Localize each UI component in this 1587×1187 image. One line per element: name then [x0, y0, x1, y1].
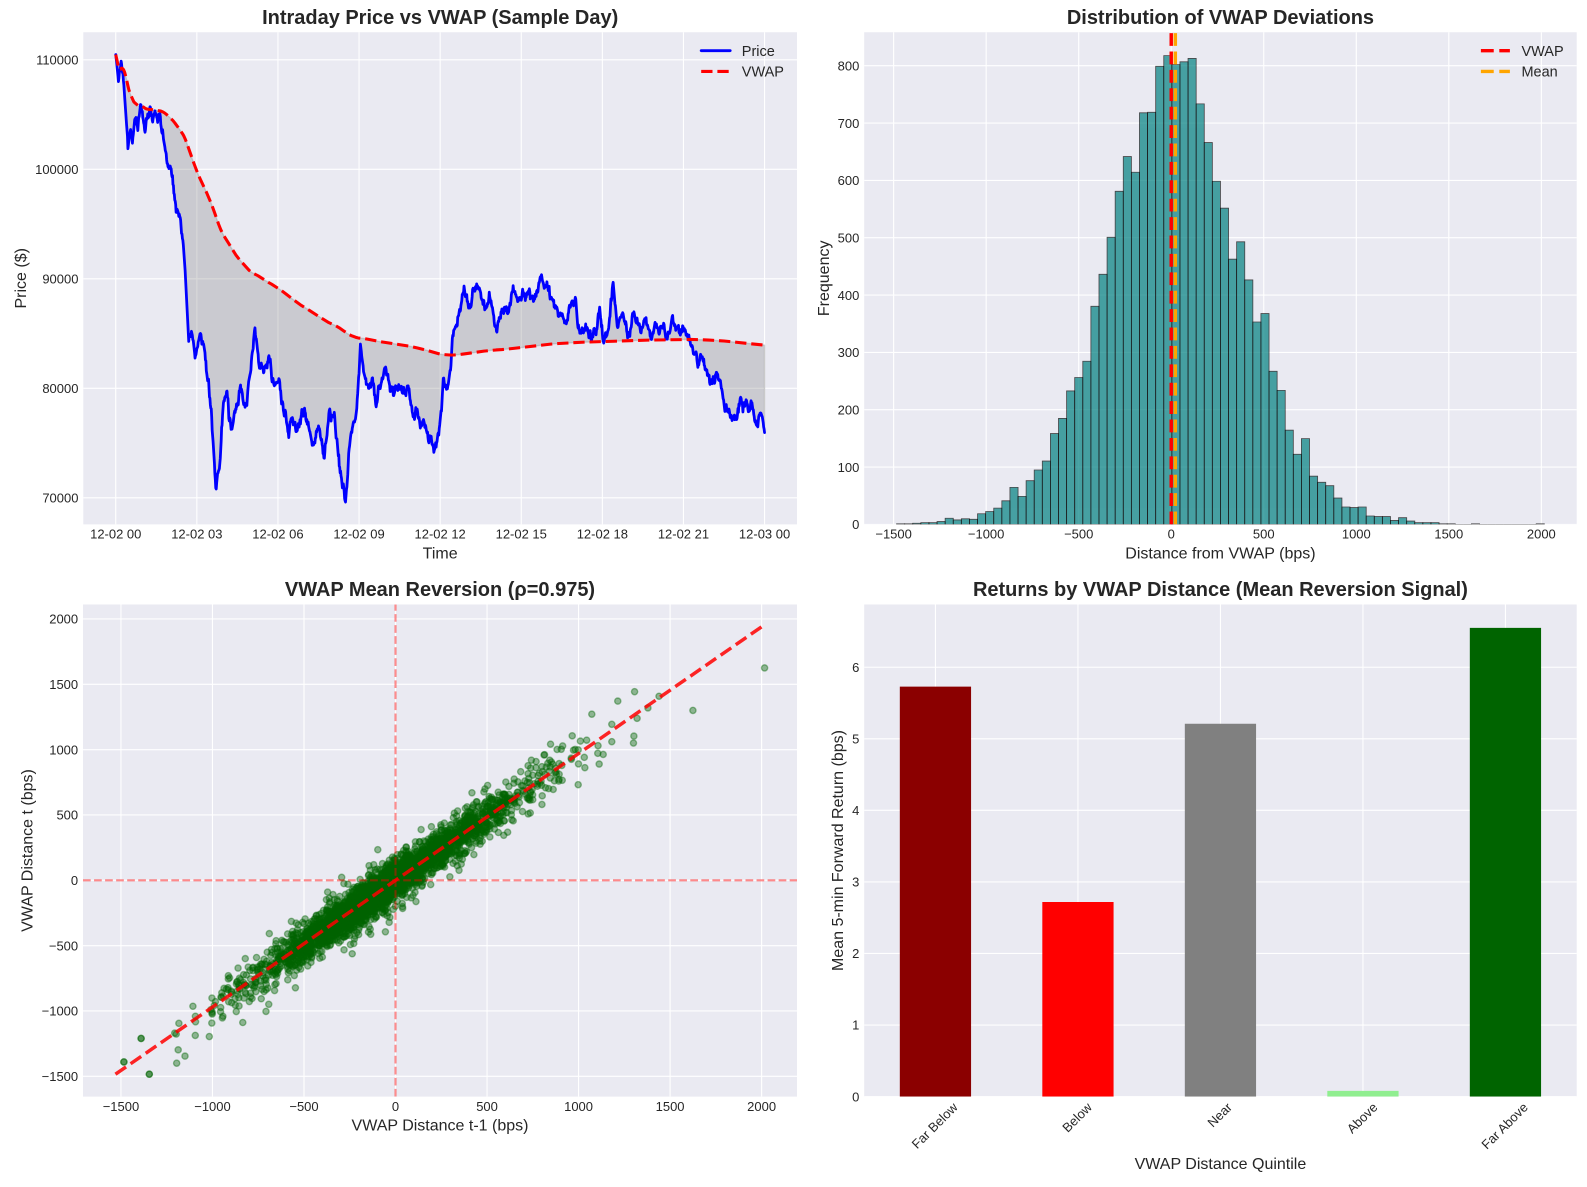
svg-text:−1000: −1000	[194, 1099, 230, 1114]
svg-text:500: 500	[1253, 527, 1275, 542]
svg-text:VWAP Distance t (bps): VWAP Distance t (bps)	[20, 769, 37, 932]
svg-text:5: 5	[852, 732, 859, 747]
svg-text:−500: −500	[49, 938, 78, 953]
svg-text:−500: −500	[1064, 527, 1093, 542]
svg-text:Price ($): Price ($)	[13, 248, 30, 308]
svg-text:4: 4	[852, 803, 859, 818]
svg-text:12-02 03: 12-02 03	[171, 527, 222, 542]
svg-text:2000: 2000	[747, 1099, 776, 1114]
svg-text:VWAP: VWAP	[742, 65, 784, 81]
svg-text:110000: 110000	[36, 53, 78, 68]
svg-text:90000: 90000	[42, 272, 78, 287]
svg-text:300: 300	[838, 345, 860, 360]
svg-text:0: 0	[1168, 527, 1175, 542]
svg-text:−500: −500	[289, 1099, 318, 1114]
svg-text:1000: 1000	[1342, 527, 1371, 542]
svg-text:0: 0	[852, 1089, 859, 1104]
svg-text:Mean: Mean	[1521, 65, 1557, 81]
svg-text:2000: 2000	[49, 612, 78, 627]
svg-text:500: 500	[56, 808, 78, 823]
svg-text:−1000: −1000	[968, 527, 1004, 542]
svg-text:Mean 5-min Forward Return (bps: Mean 5-min Forward Return (bps)	[830, 730, 847, 971]
svg-text:12-02 15: 12-02 15	[496, 527, 547, 542]
svg-text:12-02 21: 12-02 21	[658, 527, 709, 542]
svg-text:VWAP: VWAP	[1521, 44, 1563, 60]
svg-text:1: 1	[852, 1018, 859, 1033]
svg-text:Intraday Price vs VWAP (Sample: Intraday Price vs VWAP (Sample Day)	[262, 7, 618, 29]
svg-text:200: 200	[838, 402, 860, 417]
svg-text:2000: 2000	[1527, 527, 1556, 542]
svg-text:−1500: −1500	[875, 527, 911, 542]
svg-text:12-02 06: 12-02 06	[252, 527, 303, 542]
svg-text:700: 700	[838, 116, 860, 131]
svg-text:0: 0	[71, 873, 78, 888]
svg-text:1500: 1500	[49, 677, 78, 692]
svg-text:500: 500	[476, 1099, 498, 1114]
svg-text:1000: 1000	[564, 1099, 593, 1114]
svg-text:Distribution of VWAP Deviation: Distribution of VWAP Deviations	[1067, 7, 1374, 29]
svg-text:1000: 1000	[49, 742, 78, 757]
svg-text:500: 500	[838, 230, 860, 245]
svg-text:Time: Time	[423, 546, 458, 563]
svg-text:VWAP Mean Reversion (ρ=0.975): VWAP Mean Reversion (ρ=0.975)	[285, 579, 595, 601]
svg-text:Distance from VWAP (bps): Distance from VWAP (bps)	[1125, 546, 1315, 563]
svg-text:−1500: −1500	[103, 1099, 139, 1114]
svg-text:−1000: −1000	[42, 1004, 78, 1019]
svg-text:VWAP Distance t-1 (bps): VWAP Distance t-1 (bps)	[352, 1118, 529, 1135]
svg-text:Price: Price	[742, 44, 775, 60]
svg-text:0: 0	[392, 1099, 399, 1114]
svg-text:70000: 70000	[42, 491, 78, 506]
svg-text:12-02 00: 12-02 00	[90, 527, 141, 542]
svg-text:100000: 100000	[35, 162, 78, 177]
svg-text:VWAP Distance Quintile: VWAP Distance Quintile	[1135, 1156, 1307, 1173]
svg-text:Returns by VWAP Distance (Mean: Returns by VWAP Distance (Mean Reversion…	[973, 579, 1468, 601]
svg-text:−1500: −1500	[42, 1069, 78, 1084]
svg-text:400: 400	[838, 288, 860, 303]
svg-text:100: 100	[838, 460, 860, 475]
svg-text:12-02 09: 12-02 09	[333, 527, 384, 542]
svg-text:3: 3	[852, 875, 859, 890]
svg-text:0: 0	[852, 517, 859, 532]
svg-text:Frequency: Frequency	[816, 241, 833, 317]
svg-text:1500: 1500	[1434, 527, 1463, 542]
svg-text:600: 600	[838, 173, 860, 188]
svg-text:12-02 18: 12-02 18	[577, 527, 628, 542]
svg-text:800: 800	[838, 58, 860, 73]
svg-text:12-02 12: 12-02 12	[415, 527, 466, 542]
svg-text:6: 6	[852, 660, 859, 675]
svg-text:2: 2	[852, 946, 859, 961]
svg-text:1500: 1500	[656, 1099, 685, 1114]
svg-text:80000: 80000	[42, 381, 78, 396]
svg-text:12-03 00: 12-03 00	[739, 527, 790, 542]
